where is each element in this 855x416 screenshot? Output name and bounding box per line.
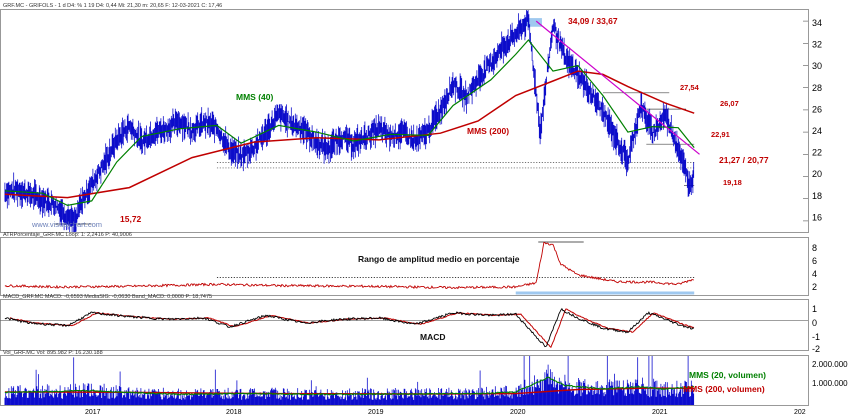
annotation-21-27-20-77: 21,27 / 20,77 [719,155,769,165]
price-header: GRF.MC - GRIFOLS - 1 d D4: % 1 19 D4: 0,… [3,3,222,9]
macd-panel [0,299,809,351]
legend-vol-mms200: MMS (200, volumen) [683,384,765,394]
legend-mms40: MMS (40) [236,92,273,102]
atr-annotation: Rango de amplitud medio en porcentaje [358,254,520,264]
macd-line [4,307,695,348]
macd-annotation: MACD [420,332,446,342]
annotation-27-54: 27,54 [680,83,700,92]
annotation-15-72: 15,72 [120,214,142,224]
x-tick-label: 2018 [226,409,242,416]
watermark: www.visualchart.com [31,220,102,229]
annotation-26-07: 26,07 [720,99,739,108]
volume-y-axis: 2.000.000 1.000.000 [812,360,848,388]
y-tick-label: 28 [812,83,822,93]
y-tick-label: 1 [812,304,817,314]
y-tick-label: 34 [812,18,822,28]
y-tick-label: 24 [812,126,822,136]
y-tick-label: 6 [812,256,817,266]
price-y-axis: 34 32 30 28 26 24 22 20 18 16 [812,18,822,222]
macd-header: MACD_GRF.MC MACD: -0,6593 MediaSIG: -0,0… [3,294,212,300]
vol-mms20-line [4,376,695,396]
trendline [535,20,700,155]
atr-header: ATRPorcentaje_GRF.MC Loop: 1: 2,2416 P: … [3,232,132,238]
y-tick-label: -2 [812,344,820,354]
y-tick-label: 2 [812,282,817,292]
y-tick-label: 4 [812,269,817,279]
y-tick-label: -1 [812,332,820,342]
macd-plot-area [0,307,808,348]
atr-y-axis: 8 6 4 2 [812,243,817,292]
atr-band [515,291,695,295]
annotation-high: 34,09 / 33,67 [568,16,618,26]
y-tick-label: 22 [812,148,822,158]
resistance-zone [523,18,542,27]
volume-plot-area [4,356,695,405]
y-tick-label: 26 [812,104,822,114]
y-tick-label: 18 [812,191,822,201]
y-tick-label: 0 [812,318,817,328]
y-tick-label: 2.000.000 [812,360,848,369]
x-tick-label: 202 [794,409,806,416]
legend-mms200: MMS (200) [467,126,509,136]
x-axis: 2017 2018 2019 2020 2021 202 [85,409,806,416]
y-tick-label: 16 [812,212,822,222]
x-tick-label: 2017 [85,409,101,416]
volume-header: Vol_GRF.MC Vol: 895.982 P: 16.230.188 [3,350,103,356]
price-plot-area [4,10,808,232]
atr-plot-area [4,241,695,295]
y-tick-label: 30 [812,61,822,71]
macd-y-axis: 1 0 -1 -2 [812,304,820,354]
annotation-19-18: 19,18 [723,178,742,187]
x-tick-label: 2019 [368,409,384,416]
x-tick-label: 2020 [510,409,526,416]
y-tick-label: 20 [812,169,822,179]
x-tick-label: 2021 [652,409,668,416]
mms200-line [4,70,695,199]
atr-line [4,241,694,290]
y-tick-label: 8 [812,243,817,253]
annotation-22-91: 22,91 [711,130,730,139]
y-tick-label: 1.000.000 [812,379,848,388]
price-panel [0,9,809,233]
legend-vol-mms20: MMS (20, volumen) [689,370,766,380]
y-tick-label: 32 [812,40,822,50]
mms40-line [4,39,695,207]
